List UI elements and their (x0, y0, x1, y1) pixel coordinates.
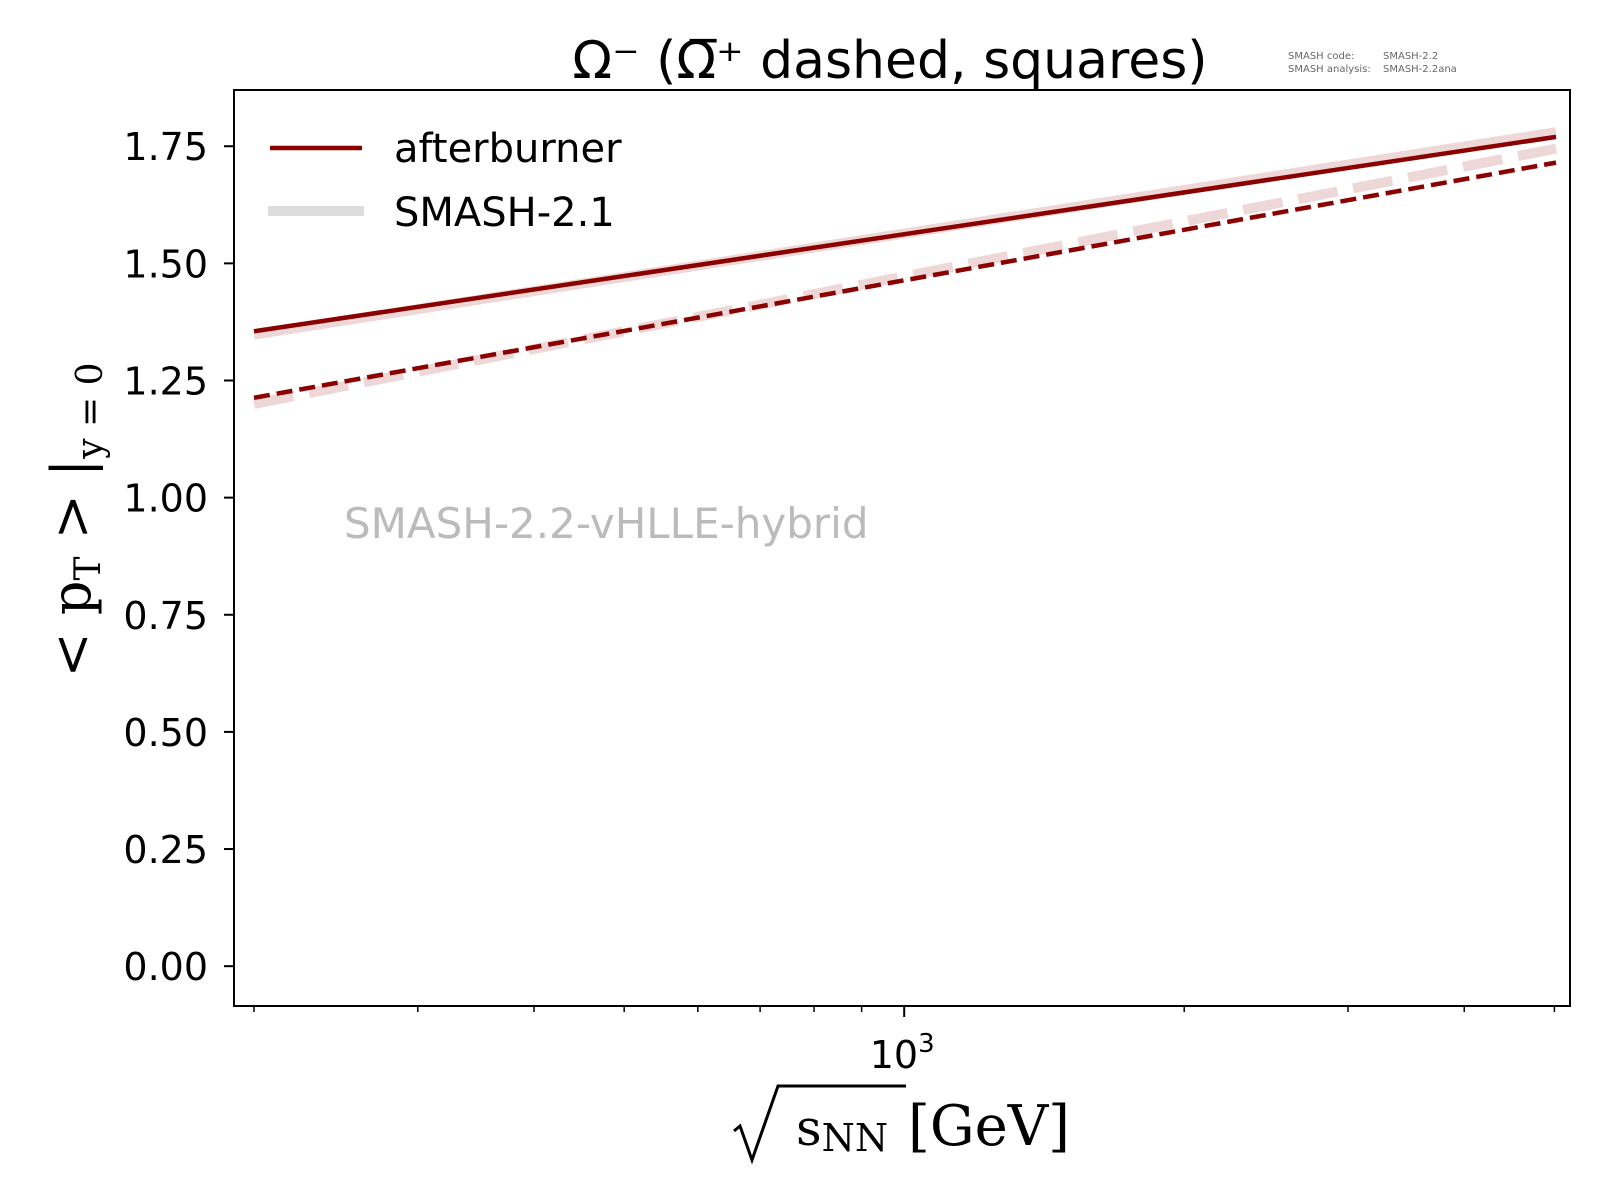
info-code-label: SMASH code: (1288, 51, 1354, 62)
watermark: SMASH-2.2-vHLLE-hybrid (344, 499, 869, 548)
series-line-0 (253, 134, 1557, 334)
x-label-unit: [GeV] (908, 1094, 1070, 1159)
x-label-symbol: s (796, 1099, 822, 1157)
svg-text:< pT > |y = 0: < pT > |y = 0 (40, 362, 111, 677)
legend-label-smash-2-1: SMASH-2.1 (394, 190, 615, 236)
y-tick-label-1: 0.25 (123, 828, 208, 872)
y-label-symbol: < p (40, 581, 103, 678)
y-tick-label-6: 1.50 (123, 242, 208, 286)
x-axis-label: sNN [GeV] (733, 1084, 1070, 1165)
legend: afterburner SMASH-2.1 (268, 126, 622, 236)
series-layer (253, 127, 1557, 409)
series-line-3 (253, 143, 1557, 409)
info-analysis-value: SMASH-2.2ana (1383, 64, 1457, 75)
legend-label-afterburner: afterburner (394, 126, 622, 172)
y-tick-label-4: 1.00 (123, 477, 208, 521)
y-tick-label-0: 0.00 (123, 945, 208, 989)
y-tick-label-2: 0.50 (123, 711, 208, 755)
y-tick-label-3: 0.75 (123, 594, 208, 638)
info-code-value: SMASH-2.2 (1383, 51, 1438, 62)
x-label-subscript: NN (822, 1116, 889, 1160)
y-tick-label-7: 1.75 (123, 125, 208, 169)
y-label-subscript-y: y = 0 (70, 362, 111, 459)
y-label-close: > | (40, 459, 103, 557)
sqrt-sign (733, 1084, 906, 1165)
info-analysis-label: SMASH analysis: (1288, 64, 1371, 75)
y-axis: 0.00 0.25 0.50 0.75 1.00 1.25 1.50 1.75 (123, 125, 234, 989)
x-tick-label-0: 103 (870, 1029, 935, 1077)
y-tick-label-5: 1.25 (123, 359, 208, 403)
series-line-1 (253, 160, 1557, 401)
info-box: SMASH code: SMASH-2.2 SMASH analysis: SM… (1288, 51, 1457, 75)
plot-frame (233, 89, 1571, 1007)
x-axis: 103 (253, 1006, 1556, 1077)
y-axis-label: < pT > |y = 0 (40, 362, 111, 677)
chart-title: Ω⁻ (Ω̅⁺ dashed, squares) (572, 31, 1207, 91)
y-label-subscript-t: T (68, 557, 109, 581)
svg-text:sNN: sNN (796, 1099, 888, 1160)
